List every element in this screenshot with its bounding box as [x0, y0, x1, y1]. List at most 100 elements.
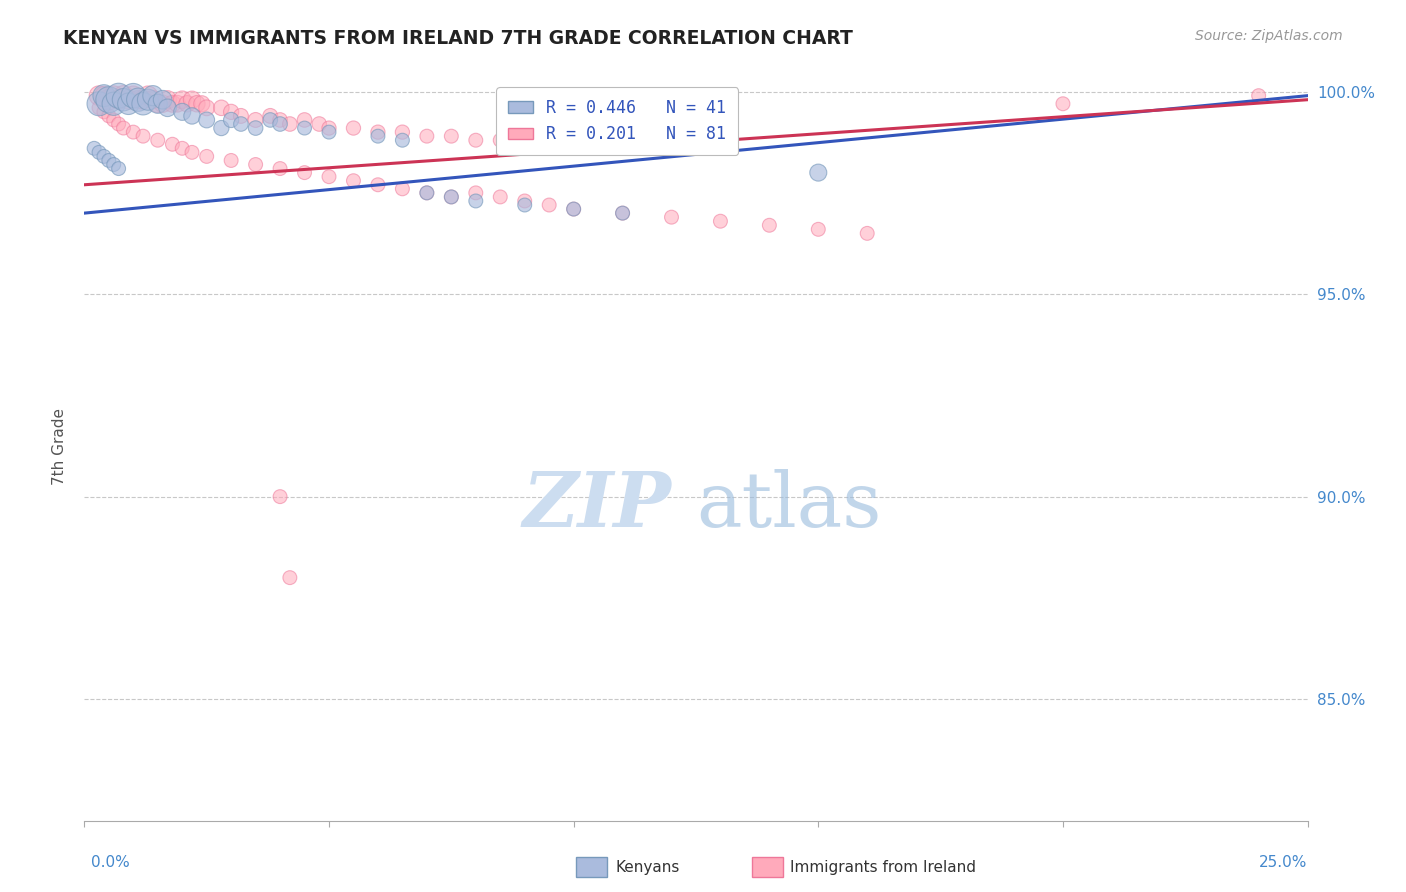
Point: [278, 571, 301, 585]
Point: [132, 129, 155, 144]
Point: [181, 145, 204, 160]
Point: [416, 186, 439, 200]
Point: [229, 117, 252, 131]
Text: atlas: atlas: [696, 469, 882, 543]
Point: [93, 88, 115, 103]
Point: [112, 93, 135, 107]
Point: [152, 93, 174, 107]
Point: [209, 101, 232, 115]
Point: [856, 227, 879, 241]
Point: [1247, 88, 1270, 103]
Point: [172, 104, 194, 119]
Point: [97, 93, 120, 107]
Point: [538, 198, 561, 212]
Legend: R = 0.446   N = 41, R = 0.201   N = 81: R = 0.446 N = 41, R = 0.201 N = 81: [496, 87, 738, 155]
Point: [87, 101, 110, 115]
Point: [391, 125, 413, 139]
Point: [146, 96, 169, 111]
Point: [132, 96, 155, 111]
Point: [112, 121, 135, 136]
Point: [195, 101, 218, 115]
Point: [562, 202, 585, 216]
Point: [229, 109, 252, 123]
Point: [464, 133, 486, 147]
Point: [513, 137, 536, 152]
Point: [269, 490, 291, 504]
Point: [416, 186, 439, 200]
Point: [1052, 96, 1074, 111]
Point: [146, 96, 169, 111]
Point: [513, 194, 536, 208]
Point: [195, 149, 218, 163]
Point: [464, 186, 486, 200]
Point: [245, 157, 267, 171]
Point: [112, 88, 135, 103]
Point: [245, 112, 267, 127]
Point: [93, 88, 115, 103]
Point: [245, 121, 267, 136]
Point: [152, 96, 174, 111]
Point: [107, 88, 129, 103]
Point: [538, 137, 561, 152]
Point: [440, 129, 463, 144]
Point: [195, 112, 218, 127]
Point: [122, 88, 145, 103]
Point: [294, 112, 316, 127]
Point: [758, 219, 780, 233]
Point: [103, 88, 125, 103]
Point: [87, 96, 110, 111]
Point: [219, 112, 242, 127]
Point: [440, 190, 463, 204]
Point: [562, 141, 585, 155]
Point: [294, 121, 316, 136]
Point: [513, 198, 536, 212]
Point: [127, 93, 149, 107]
Point: [807, 166, 830, 180]
Point: [367, 129, 389, 144]
Point: [269, 112, 291, 127]
Point: [612, 206, 634, 220]
Point: [103, 157, 125, 171]
Point: [122, 125, 145, 139]
Point: [136, 93, 159, 107]
Point: [97, 109, 120, 123]
Y-axis label: 7th Grade: 7th Grade: [52, 408, 67, 484]
Point: [166, 96, 188, 111]
Point: [176, 96, 198, 111]
Point: [87, 145, 110, 160]
Point: [103, 112, 125, 127]
Point: [318, 121, 340, 136]
Point: [142, 88, 165, 103]
Point: [122, 88, 145, 103]
Point: [278, 117, 301, 131]
Point: [117, 93, 139, 107]
Point: [97, 153, 120, 168]
Point: [93, 104, 115, 119]
Point: [342, 121, 364, 136]
Point: [136, 88, 159, 103]
Point: [489, 190, 512, 204]
Point: [162, 137, 184, 152]
Point: [342, 174, 364, 188]
Point: [391, 133, 413, 147]
Point: [97, 93, 120, 107]
Point: [318, 169, 340, 184]
Point: [661, 210, 683, 224]
Point: [562, 202, 585, 216]
Point: [117, 96, 139, 111]
Point: [93, 149, 115, 163]
Point: [107, 161, 129, 176]
Point: [181, 109, 204, 123]
Point: [367, 125, 389, 139]
Point: [107, 93, 129, 107]
Point: [259, 112, 281, 127]
Point: [367, 178, 389, 192]
Point: [156, 93, 179, 107]
Point: [416, 129, 439, 144]
Point: [142, 93, 165, 107]
Text: 0.0%: 0.0%: [91, 855, 131, 870]
Point: [259, 109, 281, 123]
Point: [156, 101, 179, 115]
Text: Immigrants from Ireland: Immigrants from Ireland: [790, 861, 976, 875]
Point: [269, 161, 291, 176]
